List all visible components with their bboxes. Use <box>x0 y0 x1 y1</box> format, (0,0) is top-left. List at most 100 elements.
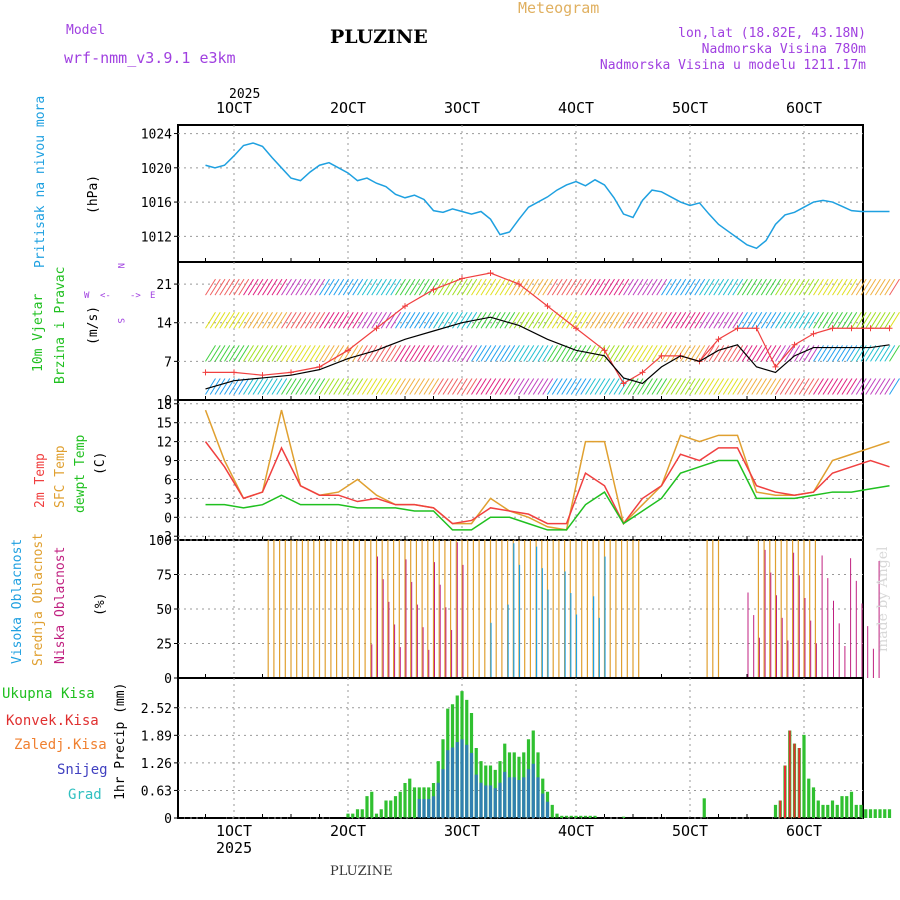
precip-snow-bar <box>436 782 440 818</box>
pressure-panel: 1024 1020 1016 1012 <box>141 124 890 263</box>
precip-ytick-label: 0 <box>164 812 172 827</box>
bottom-date-axis: 1OCT 2OCT 3OCT 4OCT 5OCT 6OCT <box>216 822 822 840</box>
temp-unit: (C) <box>93 452 108 475</box>
wind-barb <box>718 378 729 395</box>
top-day-label: 3OCT <box>444 99 480 117</box>
bottom-year-label: 2025 <box>216 839 252 857</box>
wind-barb <box>808 311 820 329</box>
wind-barb <box>414 378 425 395</box>
precip-bar <box>811 787 816 818</box>
precip-snow-bar <box>446 750 450 818</box>
wind-barb <box>209 345 221 362</box>
wind-barb <box>371 378 383 395</box>
wind-barb <box>428 378 440 395</box>
wind-barb <box>466 345 478 362</box>
precip-bar <box>574 815 578 818</box>
top-day-label: 6OCT <box>786 99 822 117</box>
wind-gust-marker <box>810 330 817 337</box>
wind-barb <box>271 311 283 329</box>
precip-legend-freezing: Zaledj.Kisa <box>14 737 107 753</box>
wind-barb <box>409 345 421 362</box>
wind-barb <box>646 311 658 329</box>
wind-barb <box>456 345 468 362</box>
compass-left: <- <box>100 291 111 301</box>
wind-barb <box>741 345 753 362</box>
wind-barb <box>637 378 649 395</box>
bottom-day-label: 3OCT <box>444 822 480 840</box>
wind-barb <box>494 378 506 395</box>
wind-barb <box>314 345 326 362</box>
wind-barb <box>328 378 340 395</box>
wind-barb <box>271 378 283 395</box>
wind-barb <box>870 345 881 362</box>
wind-barb <box>789 278 801 296</box>
wind-barb <box>352 345 364 362</box>
wind-barb <box>694 278 706 296</box>
precip-convective-bar <box>798 748 801 818</box>
wind-speed-line <box>205 316 890 390</box>
precip-snow-bar <box>536 777 540 818</box>
wind-barb <box>642 278 653 296</box>
wind-barb <box>404 378 416 395</box>
wind-barb <box>295 278 307 296</box>
wind-barb <box>485 278 497 296</box>
wind-barb <box>281 278 292 296</box>
wind-barb <box>599 278 611 296</box>
wind-barb <box>228 311 240 329</box>
wind-barb <box>466 278 478 296</box>
compass-right: -> <box>130 291 141 301</box>
wind-barb <box>589 345 601 362</box>
precip-bar <box>389 800 393 818</box>
wind-barb <box>414 311 425 329</box>
wind-ytick-label: 0 <box>164 394 172 409</box>
temperature-ytick-label: -3 <box>156 530 172 545</box>
temperature-ytick-label: 3 <box>164 492 172 507</box>
precip-legend-total: Ukupna Kisa <box>2 686 95 702</box>
wind-barb <box>452 311 463 329</box>
wind-barb <box>205 278 216 296</box>
wind-barb <box>304 278 316 296</box>
wind-barb <box>651 278 663 296</box>
wind-barb <box>547 345 558 362</box>
wind-barb <box>760 378 772 395</box>
wind-barb <box>813 278 824 296</box>
wind-title-2: Brzina i Pravac <box>53 267 68 384</box>
wind-barb <box>855 311 867 329</box>
wind-barb <box>323 278 335 296</box>
wind-barb <box>433 378 444 395</box>
wind-barb <box>542 378 554 395</box>
top-day-label: 5OCT <box>672 99 708 117</box>
wind-barb <box>423 378 435 395</box>
wind-barb <box>765 311 777 329</box>
wind-barb <box>380 278 392 296</box>
wind-barb <box>276 378 288 395</box>
wind-barb <box>580 378 592 395</box>
wind-barb <box>689 378 701 395</box>
wind-barb <box>608 378 620 395</box>
wind-barb <box>319 378 330 395</box>
wind-barb <box>727 345 739 362</box>
wind-barb <box>262 278 273 296</box>
wind-barb <box>295 378 307 395</box>
wind-barb <box>575 311 587 329</box>
cloud-ytick-label: 75 <box>156 569 172 584</box>
wind-barb <box>784 345 796 362</box>
precip-snow-bar <box>469 752 474 818</box>
wind-barb <box>722 278 734 296</box>
wind-barb <box>224 278 235 296</box>
wind-barb <box>547 311 558 329</box>
wind-barb <box>238 311 250 329</box>
wind-barb <box>323 345 335 362</box>
precip-bar <box>379 809 383 818</box>
precip-bar <box>826 804 830 818</box>
precip-snow-bar <box>431 796 436 818</box>
precip-bar <box>569 815 573 818</box>
temp-label-dewpt: dewpt Temp <box>73 435 88 513</box>
wind-barb <box>651 311 663 329</box>
wind-barb <box>214 378 226 395</box>
wind-barb <box>604 311 615 329</box>
precip-snow-bar <box>493 788 497 818</box>
wind-barb <box>243 278 254 296</box>
wind-barb <box>361 278 373 296</box>
wind-barb <box>418 345 430 362</box>
